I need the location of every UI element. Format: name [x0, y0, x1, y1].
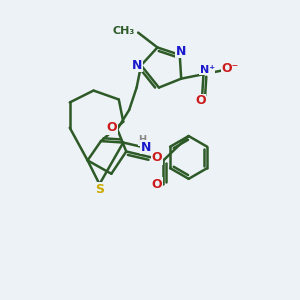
Text: S: S [95, 183, 104, 196]
Text: O: O [152, 151, 162, 164]
Text: N: N [176, 45, 186, 58]
Text: CH₃: CH₃ [113, 26, 135, 36]
Text: O⁻: O⁻ [222, 62, 239, 75]
Text: O: O [195, 94, 206, 107]
Text: O: O [152, 178, 162, 191]
Text: N: N [141, 140, 151, 154]
Text: N: N [132, 59, 143, 72]
Text: H: H [139, 136, 147, 146]
Text: N⁺: N⁺ [200, 65, 214, 75]
Text: O: O [106, 121, 117, 134]
